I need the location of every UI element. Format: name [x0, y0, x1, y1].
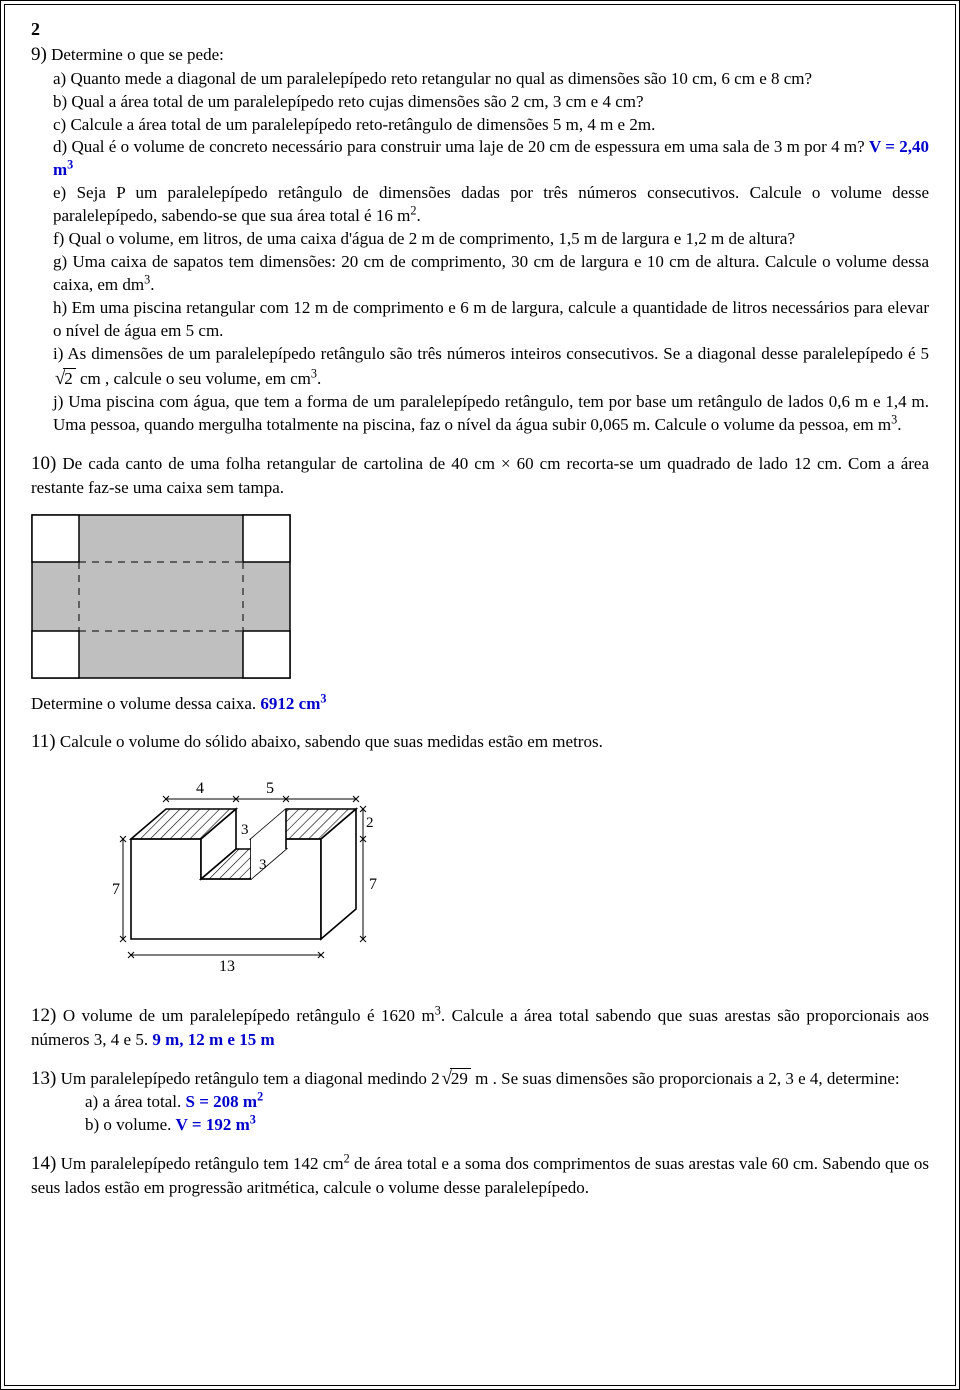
- q10-number: 10): [31, 453, 56, 474]
- svg-text:7: 7: [369, 876, 377, 893]
- q9-c: c) Calcule a área total de um paralelepí…: [31, 114, 929, 137]
- question-13: 13) Um paralelepípedo retângulo tem a di…: [31, 1066, 929, 1138]
- q9-e: e) Seja P um paralelepípedo retângulo de…: [31, 182, 929, 228]
- q9-b: b) Qual a área total de um paralelepíped…: [31, 91, 929, 114]
- question-12: 12) O volume de um paralelepípedo retâng…: [31, 1003, 929, 1052]
- q10-text: De cada canto de uma folha retangular de…: [31, 454, 929, 497]
- q10-prompt: Determine o volume dessa caixa. 6912 cm3: [31, 693, 929, 716]
- q13-b-answer: V = 192 m3: [176, 1115, 256, 1134]
- sqrt-icon: 2: [53, 366, 76, 391]
- q10-answer: 6912 cm3: [260, 694, 326, 713]
- svg-text:7: 7: [112, 881, 120, 898]
- q9-number: 9): [31, 44, 47, 65]
- svg-text:2: 2: [366, 815, 374, 831]
- q9-f: f) Qual o volume, em litros, de uma caix…: [31, 228, 929, 251]
- q11-figure: 4 5 3 3 2 7 7 13: [91, 769, 929, 989]
- q9-h: h) Em uma piscina retangular com 12 m de…: [31, 297, 929, 343]
- question-11: 11) Calcule o volume do sólido abaixo, s…: [31, 729, 929, 755]
- question-9: 9) Determine o que se pede: a) Quanto me…: [31, 42, 929, 437]
- svg-text:5: 5: [266, 780, 274, 797]
- q12-number: 12): [31, 1005, 56, 1026]
- sqrt-icon: 29: [440, 1066, 471, 1091]
- q9-i: i) As dimensões de um paralelepípedo ret…: [31, 343, 929, 391]
- q12-answer: 9 m, 12 m e 15 m: [152, 1030, 274, 1049]
- q9-g: g) Uma caixa de sapatos tem dimensões: 2…: [31, 251, 929, 297]
- page: 2 9) Determine o que se pede: a) Quanto …: [0, 0, 960, 1390]
- q11-text: Calcule o volume do sólido abaixo, saben…: [60, 732, 603, 751]
- q10-figure: [31, 514, 929, 679]
- q9-a: a) Quanto mede a diagonal de um paralele…: [31, 68, 929, 91]
- q9-d: d) Qual é o volume de concreto necessári…: [31, 136, 929, 182]
- q13-b: b) o volume. V = 192 m3: [31, 1114, 929, 1137]
- page-number: 2: [31, 19, 929, 40]
- q13-number: 13): [31, 1068, 56, 1089]
- svg-text:3: 3: [241, 822, 249, 838]
- q13-a-answer: S = 208 m2: [186, 1092, 264, 1111]
- question-10: 10) De cada canto de uma folha retangula…: [31, 451, 929, 500]
- q9-intro: Determine o que se pede:: [51, 45, 224, 64]
- q9-j: j) Uma piscina com água, que tem a forma…: [31, 391, 929, 437]
- q13-a: a) a área total. S = 208 m2: [31, 1091, 929, 1114]
- svg-text:3: 3: [259, 857, 267, 873]
- svg-text:13: 13: [219, 958, 235, 975]
- q11-number: 11): [31, 731, 56, 752]
- question-14: 14) Um paralelepípedo retângulo tem 142 …: [31, 1151, 929, 1200]
- q14-number: 14): [31, 1153, 56, 1174]
- svg-text:4: 4: [196, 780, 204, 797]
